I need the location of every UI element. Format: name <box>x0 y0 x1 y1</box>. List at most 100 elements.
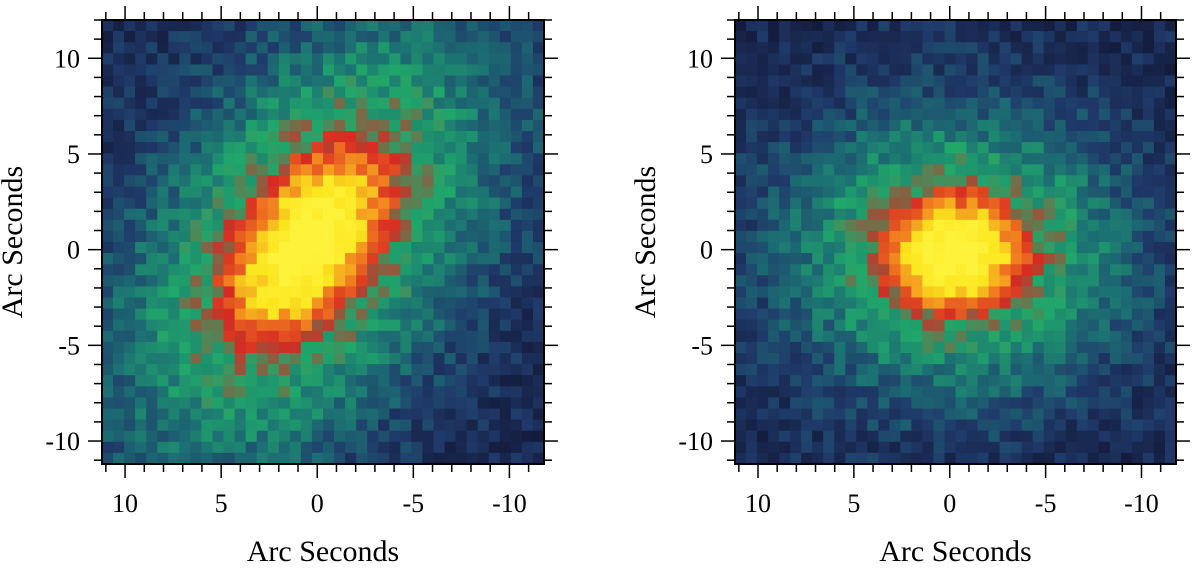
heatmap-cell <box>444 386 457 398</box>
heatmap-cell <box>532 441 545 454</box>
heatmap-cell <box>1131 297 1144 310</box>
heatmap-cell <box>201 364 214 376</box>
heatmap-cell <box>113 208 125 221</box>
heatmap-cell <box>179 20 191 32</box>
heatmap-cell <box>455 164 468 176</box>
heatmap-cell <box>477 108 490 121</box>
heatmap-cell <box>256 64 269 77</box>
heatmap-cell <box>944 142 957 154</box>
heatmap-cell <box>977 197 990 210</box>
heatmap-cell <box>488 164 501 176</box>
heatmap-cell <box>856 319 868 332</box>
heatmap-cell <box>267 364 280 376</box>
heatmap-cell <box>933 31 946 43</box>
heatmap-cell <box>499 219 512 232</box>
heatmap-cell <box>179 219 191 232</box>
heatmap-cell <box>455 175 468 188</box>
heatmap-cell <box>234 341 247 354</box>
heatmap-cell <box>757 264 769 276</box>
heatmap-cell <box>411 86 424 99</box>
heatmap-cell <box>510 452 523 465</box>
heatmap-cell <box>812 386 824 398</box>
heatmap-cell <box>135 286 147 299</box>
heatmap-cell <box>300 53 313 65</box>
heatmap-cell <box>521 64 534 77</box>
heatmap-cell <box>966 264 979 276</box>
heatmap-cell <box>510 75 523 88</box>
heatmap-cell <box>135 242 147 254</box>
heatmap-cell <box>400 353 412 365</box>
x-tick-label: 0 <box>311 489 324 518</box>
heatmap-cell <box>1010 186 1023 199</box>
heatmap-cell <box>933 308 946 321</box>
heatmap-cell <box>289 253 302 265</box>
heatmap-cell <box>768 408 780 421</box>
heatmap-cell <box>812 219 824 232</box>
heatmap-cell <box>256 97 269 110</box>
heatmap-cell <box>323 397 335 410</box>
heatmap-cell <box>113 308 125 321</box>
heatmap-cell <box>278 131 291 143</box>
heatmap-cell <box>212 375 225 387</box>
heatmap-cell <box>944 75 957 88</box>
heatmap-cell <box>168 197 180 210</box>
heatmap-cell <box>1142 197 1155 210</box>
heatmap-cell <box>367 341 379 354</box>
heatmap-cell <box>212 397 225 410</box>
heatmap-cell <box>1021 297 1034 310</box>
heatmap-cell <box>1109 275 1122 287</box>
heatmap-cell <box>345 297 357 310</box>
heatmap-cell <box>345 164 357 176</box>
heatmap-cell <box>1164 364 1177 376</box>
heatmap-cell <box>499 131 512 143</box>
heatmap-cell <box>356 131 368 143</box>
heatmap-cell <box>124 353 136 365</box>
heatmap-cell <box>124 319 136 332</box>
heatmap-cell <box>1153 20 1166 32</box>
heatmap-cell <box>779 208 791 221</box>
heatmap-cell <box>234 186 247 199</box>
heatmap-cell <box>334 253 346 265</box>
heatmap-cell <box>823 20 835 32</box>
heatmap-cell <box>532 119 545 132</box>
heatmap-cell <box>988 364 1001 376</box>
heatmap-cell <box>988 264 1001 276</box>
heatmap-cell <box>323 97 335 110</box>
heatmap-cell <box>135 308 147 321</box>
heatmap-cell <box>256 208 269 221</box>
heatmap-cell <box>878 31 890 43</box>
heatmap-cell <box>444 131 457 143</box>
heatmap-cell <box>1087 297 1100 310</box>
heatmap-cell <box>1065 53 1078 65</box>
heatmap-cell <box>1032 20 1045 32</box>
heatmap-cell <box>790 264 802 276</box>
heatmap-cell <box>955 430 968 443</box>
heatmap-cell <box>411 452 424 465</box>
heatmap-cell <box>1120 364 1133 376</box>
heatmap-cell <box>124 441 136 454</box>
heatmap-cell <box>1054 20 1067 32</box>
heatmap-cell <box>521 20 534 32</box>
heatmap-cell <box>367 230 379 243</box>
heatmap-cell <box>124 297 136 310</box>
heatmap-cell <box>1010 319 1023 332</box>
heatmap-cell <box>944 197 957 210</box>
heatmap-cell <box>256 164 269 176</box>
heatmap-cell <box>190 286 203 299</box>
heatmap-cell <box>345 75 357 88</box>
heatmap-cell <box>1153 219 1166 232</box>
heatmap-cell <box>933 208 946 221</box>
heatmap-cell <box>999 97 1012 110</box>
heatmap-cell <box>977 219 990 232</box>
heatmap-cell <box>1109 153 1122 165</box>
heatmap-cell <box>823 386 835 398</box>
heatmap-cell <box>356 230 368 243</box>
heatmap-cell <box>878 308 890 321</box>
heatmap-cell <box>422 20 435 32</box>
heatmap-cell <box>867 386 879 398</box>
heatmap-cell <box>466 386 479 398</box>
heatmap-cell <box>922 275 935 287</box>
heatmap-cell <box>311 275 324 287</box>
heatmap-cell <box>955 119 968 132</box>
heatmap-cell <box>735 20 747 32</box>
